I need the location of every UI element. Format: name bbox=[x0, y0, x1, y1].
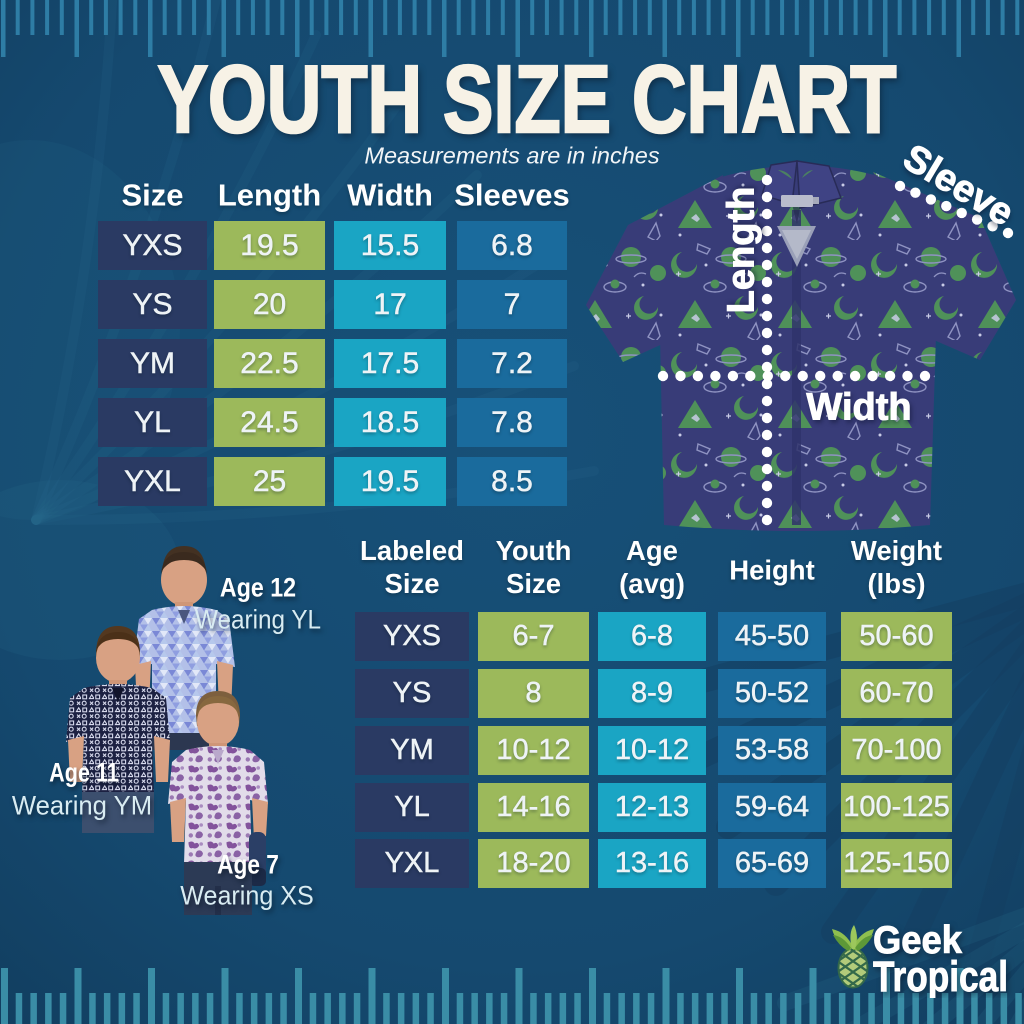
svg-text:Tropical: Tropical bbox=[873, 953, 1008, 998]
svg-text:Geek: Geek bbox=[873, 919, 962, 962]
